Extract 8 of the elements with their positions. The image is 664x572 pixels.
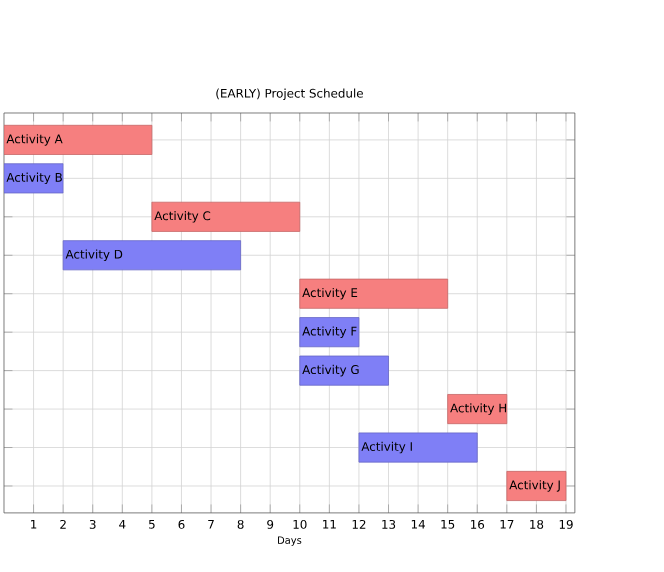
bar bbox=[358, 432, 478, 463]
bar bbox=[299, 316, 360, 347]
bar bbox=[299, 355, 389, 386]
bar bbox=[447, 393, 508, 424]
bar bbox=[151, 201, 301, 232]
bar bbox=[506, 470, 567, 501]
bar bbox=[62, 240, 242, 271]
bar bbox=[299, 278, 449, 309]
